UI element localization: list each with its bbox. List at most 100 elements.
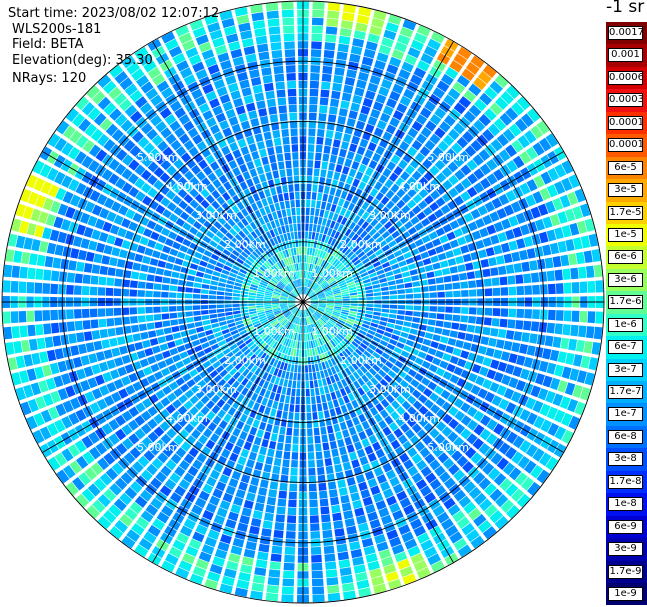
range-gate-cell (277, 271, 284, 278)
range-gate-cell (265, 271, 273, 278)
range-gate-cell (361, 211, 370, 220)
range-gate-cell (231, 347, 240, 355)
range-gate-cell (299, 255, 302, 263)
range-gate-cell (323, 226, 329, 235)
range-gate-cell (315, 200, 322, 209)
range-gate-cell (460, 315, 469, 323)
range-gate-cell (307, 428, 313, 436)
range-gate-cell (579, 281, 588, 294)
range-gate-cell (219, 10, 233, 21)
range-gate-cell (278, 490, 287, 499)
range-gate-cell (245, 53, 257, 63)
range-gate-cell (520, 113, 534, 128)
range-gate-cell (120, 119, 133, 132)
range-gate-cell (436, 284, 445, 291)
range-gate-cell (140, 331, 149, 340)
range-gate-cell (257, 311, 265, 316)
range-gate-cell (119, 492, 133, 506)
range-gate-cell (366, 304, 374, 308)
range-gate-cell (381, 291, 390, 296)
range-gate-cell (554, 426, 567, 440)
range-gate-cell (437, 140, 449, 152)
range-gate-cell (251, 12, 265, 22)
range-gate-cell (148, 266, 157, 274)
range-gate-cell (389, 476, 400, 487)
range-gate-cell (75, 455, 89, 470)
range-gate-cell (122, 279, 131, 288)
range-gate-cell (320, 169, 327, 178)
range-gate-cell (309, 88, 319, 97)
range-gate-cell (155, 267, 165, 276)
range-gate-cell (304, 287, 307, 295)
range-gate-cell (311, 41, 322, 50)
range-gate-cell (306, 412, 312, 421)
range-gate-cell (546, 270, 555, 282)
range-gate-cell (389, 56, 402, 68)
range-gate-cell (473, 98, 487, 112)
range-gate-cell (434, 465, 446, 477)
range-gate-cell (155, 471, 167, 483)
range-gate-cell (258, 361, 266, 369)
range-gate-cell (307, 263, 310, 271)
range-gate-cell (280, 294, 289, 298)
range-gate-cell (236, 384, 245, 393)
range-gate-cell (323, 325, 330, 332)
range-gate-cell (224, 292, 233, 296)
range-gate-cell (382, 167, 392, 178)
range-gate-cell (387, 318, 396, 324)
range-gate-cell (378, 548, 392, 560)
range-gate-cell (379, 185, 389, 195)
range-gate-cell (473, 182, 485, 194)
range-gate-cell (176, 345, 186, 353)
range-gate-cell (288, 283, 294, 290)
range-gate-cell (303, 278, 305, 287)
range-gate-cell (106, 318, 115, 327)
range-ring-label: 4.00km (398, 180, 440, 193)
range-gate-cell (113, 307, 122, 316)
range-gate-cell (261, 414, 269, 423)
range-gate-cell (321, 361, 327, 370)
range-gate-cell (250, 476, 260, 486)
range-gate-cell (225, 315, 234, 320)
range-gate-cell (193, 310, 201, 316)
range-gate-cell (321, 315, 329, 321)
range-gate-cell (352, 351, 360, 359)
range-gate-cell (136, 350, 146, 359)
range-gate-cell (10, 311, 19, 324)
range-gate-cell (362, 496, 373, 507)
range-gate-cell (97, 287, 106, 296)
range-gate-cell (225, 231, 234, 240)
range-gate-cell (240, 146, 250, 156)
range-gate-cell (365, 224, 374, 233)
range-gate-cell (277, 402, 284, 411)
range-gate-cell (361, 201, 370, 211)
range-gate-cell (493, 221, 504, 233)
range-gate-cell (239, 413, 248, 423)
range-gate-cell (254, 133, 264, 143)
range-gate-cell (518, 343, 529, 355)
range-gate-cell (314, 387, 320, 396)
range-gate-cell (135, 441, 147, 454)
range-gate-cell (345, 261, 353, 268)
range-gate-cell (305, 271, 307, 279)
range-gate-cell (359, 530, 372, 540)
range-gate-cell (65, 206, 76, 219)
range-gate-cell (226, 386, 235, 396)
range-gate-cell (442, 413, 453, 425)
range-gate-cell (310, 303, 318, 306)
range-gate-cell (295, 279, 299, 288)
range-gate-cell (449, 330, 458, 338)
range-gate-cell (205, 90, 217, 102)
range-gate-cell (239, 181, 248, 191)
range-gate-cell (340, 574, 354, 584)
range-gate-cell (294, 324, 298, 333)
range-gate-cell (552, 256, 562, 268)
range-gate-cell (280, 259, 286, 268)
range-gate-cell (580, 235, 591, 249)
range-gate-cell (407, 406, 417, 416)
range-gate-cell (447, 161, 459, 173)
range-gate-cell (554, 164, 567, 178)
range-gate-cell (203, 374, 213, 384)
range-gate-cell (344, 276, 353, 282)
range-gate-cell (54, 452, 68, 467)
